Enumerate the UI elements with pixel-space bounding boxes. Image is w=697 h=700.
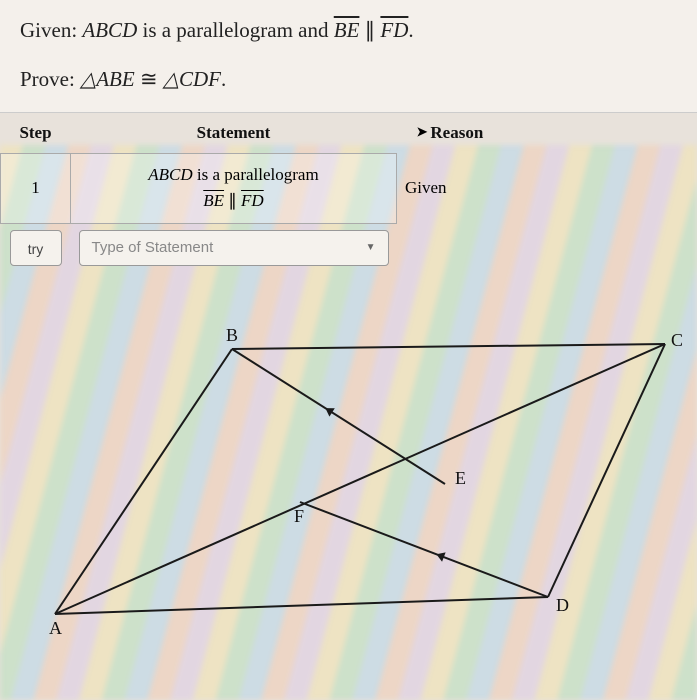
prove-end: . [221,67,226,91]
stmt-be: BE [203,191,224,210]
reason-header: ➤Reason [397,113,697,154]
given-mid: is a parallelogram and [137,18,334,42]
given-label: Given: [20,18,82,42]
stmt-fd: FD [241,191,264,210]
congruent-symbol: ≅ [135,67,163,91]
parallel-symbol: ∥ [359,18,380,42]
segment-fd: FD [380,18,408,42]
stmt-is-parallelogram: is a parallelogram [193,165,319,184]
try-button[interactable]: try [10,230,62,266]
statement-cell: ABCD is a parallelogram BE ∥ FD [71,154,397,224]
cursor-icon: ➤ [417,124,428,140]
svg-text:E: E [455,468,466,488]
reason-cell: Given [397,154,697,224]
given-line: Given: ABCD is a parallelogram and BE ∥ … [20,18,677,43]
step-number: 1 [1,154,71,224]
diagram-svg: A B C D E F [0,284,697,654]
geometry-diagram: A B C D E F [0,284,697,654]
problem-statement: Given: ABCD is a parallelogram and BE ∥ … [0,0,697,113]
statement-type-dropdown[interactable]: Type of Statement ▼ [79,230,389,266]
prove-line: Prove: △ABE ≅ △CDF. [20,67,677,92]
dropdown-placeholder: Type of Statement [92,239,214,256]
triangle-cdf: △CDF [163,67,221,91]
stmt-parallel: ∥ [224,191,241,210]
chevron-down-icon: ▼ [366,242,376,253]
svg-text:B: B [226,325,238,345]
proof-table: Step Statement ➤Reason 1 ABCD is a paral… [0,113,697,274]
segment-be: BE [334,18,360,42]
svg-text:A: A [49,618,62,638]
svg-text:D: D [556,595,569,615]
given-end: . [408,18,413,42]
table-row: 1 ABCD is a parallelogram BE ∥ FD Given [1,154,697,224]
stmt-parallelogram: ABCD [148,165,192,184]
svg-text:F: F [294,506,304,526]
prove-label: Prove: [20,67,80,91]
step-header: Step [1,113,71,154]
parallelogram-name: ABCD [82,18,137,42]
input-row: try Type of Statement ▼ [1,223,697,274]
svg-text:C: C [671,330,683,350]
statement-header: Statement [71,113,397,154]
triangle-abe: △ABE [80,67,135,91]
table-header-row: Step Statement ➤Reason [1,113,697,154]
